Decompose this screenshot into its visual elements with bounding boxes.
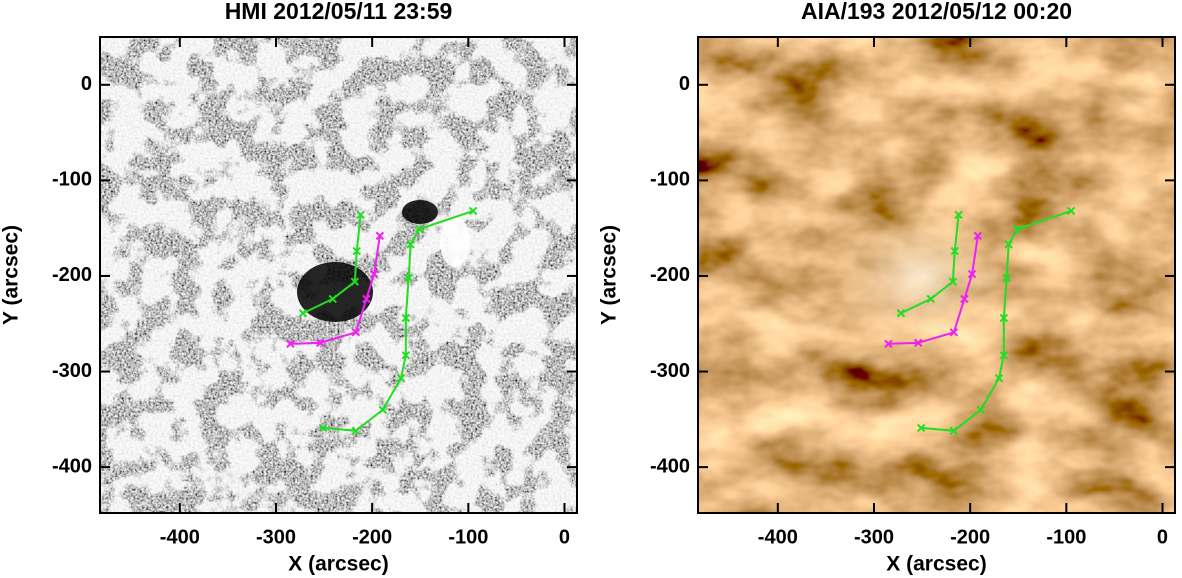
trace-marker: [318, 423, 328, 433]
y-tick-label: -300: [52, 360, 92, 382]
trace-marker: [949, 328, 959, 337]
panel: HMI 2012/05/11 23:59 X (arcsec) Y (arcsec)…: [0, 0, 578, 576]
y-tick-label: -400: [52, 455, 92, 477]
x-tick-label: -200: [950, 526, 990, 548]
trace-marker: [1002, 273, 1011, 283]
trace-marker: [350, 277, 360, 286]
background-image: [402, 200, 438, 224]
trace-marker: [404, 273, 413, 283]
trace-marker: [316, 338, 325, 348]
trace-line: [290, 235, 381, 345]
trace-marker: [960, 294, 969, 304]
y-tick-label: -400: [650, 455, 690, 477]
y-axis-label: Y (arcsec): [0, 225, 23, 325]
x-tick-label: -100: [448, 526, 488, 548]
trace-marker: [976, 405, 985, 414]
trace-marker: [352, 246, 361, 256]
trace-marker: [999, 313, 1009, 323]
panel: AIA/193 2012/05/12 00:20 X (arcsec) Y (arc…: [598, 0, 1176, 576]
trace-marker: [999, 351, 1009, 360]
x-axis-label: X (arcsec): [288, 553, 388, 576]
y-axis-label: Y (arcsec): [598, 225, 621, 325]
trace-marker: [362, 294, 371, 304]
y-tick-label: -300: [650, 360, 690, 382]
x-tick-label: -400: [758, 526, 798, 548]
trace-marker: [378, 405, 387, 414]
y-tick-label: 0: [81, 73, 92, 95]
trace-marker: [954, 210, 963, 219]
x-tick-label: -200: [352, 526, 392, 548]
trace-marker: [916, 423, 926, 433]
trace-marker: [298, 309, 308, 318]
trace-marker: [328, 294, 337, 304]
trace-marker: [415, 224, 424, 234]
y-tick-label: 0: [679, 73, 690, 95]
trace-marker: [967, 269, 977, 279]
background-image: [440, 217, 470, 267]
trace-marker: [896, 309, 906, 318]
trace-marker: [1013, 224, 1022, 234]
trace-marker: [950, 246, 959, 256]
x-tick-label: -300: [256, 526, 296, 548]
y-tick-label: -200: [52, 264, 92, 286]
trace-marker: [401, 313, 411, 323]
x-tick-label: 0: [559, 526, 570, 548]
trace-marker: [884, 339, 893, 349]
trace-marker: [406, 240, 415, 249]
chart-title: AIA/193 2012/05/12 00:20: [801, 0, 1072, 24]
trace-marker: [949, 426, 959, 436]
chart-title: HMI 2012/05/11 23:59: [225, 0, 453, 24]
trace-line: [921, 210, 1072, 432]
trace-marker: [375, 231, 385, 241]
y-tick-label: -100: [52, 169, 92, 191]
trace-marker: [948, 277, 958, 286]
trace-marker: [286, 339, 295, 349]
x-tick-label: -300: [854, 526, 894, 548]
trace-marker: [994, 374, 1004, 383]
background-image: [833, 207, 1013, 347]
y-tick-label: -100: [650, 169, 690, 191]
trace-marker: [1066, 206, 1076, 216]
x-tick-label: 0: [1157, 526, 1168, 548]
trace-marker: [468, 206, 478, 216]
trace-marker: [926, 294, 935, 304]
trace-marker: [351, 426, 361, 436]
trace-marker: [914, 338, 923, 348]
trace-marker: [396, 374, 406, 383]
trace-marker: [369, 269, 379, 279]
trace-marker: [356, 210, 365, 219]
trace-marker: [351, 328, 361, 337]
x-tick-label: -100: [1046, 526, 1086, 548]
trace-line: [323, 210, 474, 432]
trace-line: [888, 235, 979, 345]
x-tick-label: -400: [160, 526, 200, 548]
trace-marker: [1004, 240, 1013, 249]
trace-marker: [401, 351, 411, 360]
y-tick-label: -200: [650, 264, 690, 286]
x-axis-label: X (arcsec): [886, 553, 986, 576]
trace-marker: [973, 231, 983, 241]
